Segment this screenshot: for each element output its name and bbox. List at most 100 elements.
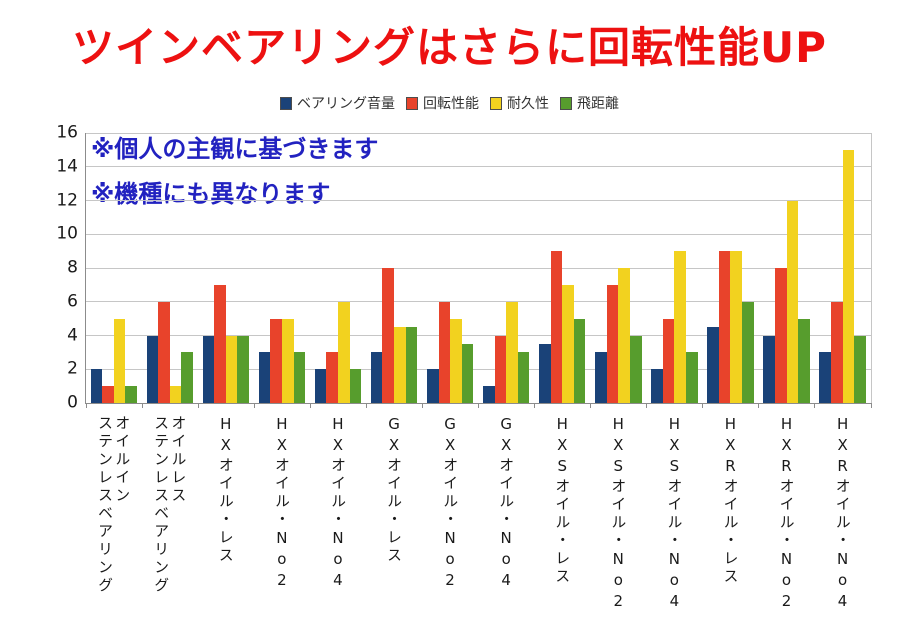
bar: [113, 318, 126, 403]
bar: [730, 251, 743, 403]
bar: [125, 386, 137, 403]
x-tick: [702, 403, 704, 408]
bar: [281, 318, 294, 403]
bar: [786, 200, 799, 403]
y-tick-label: 12: [56, 190, 78, 210]
legend-label: 飛距離: [577, 96, 619, 112]
y-tick-label: 6: [67, 291, 78, 312]
bar: [831, 301, 843, 403]
bar: [539, 343, 551, 403]
y-tick-label: 14: [56, 156, 78, 177]
bar: [550, 251, 563, 403]
bar: [326, 352, 338, 403]
bar: [225, 335, 238, 403]
plot-area: ※個人の主観に基づきます ※機種にも異なります: [85, 132, 872, 408]
bar: [314, 369, 327, 403]
bar: [854, 335, 866, 403]
bar: [686, 352, 698, 403]
bar: [595, 352, 607, 403]
legend-marker-icon: [490, 96, 502, 110]
x-tick: [534, 403, 536, 408]
x-category-label: HXRオイル・No2: [777, 415, 796, 613]
bar: [494, 335, 507, 403]
bar: [506, 301, 518, 403]
bar: [742, 301, 754, 403]
bar: [718, 251, 731, 403]
bar: [337, 301, 350, 403]
x-category-label: HXオイル・No2: [272, 415, 291, 592]
x-category-label: GXオイル・No2: [441, 415, 460, 592]
x-category-label: HXオイル・No4: [328, 415, 347, 592]
x-category-label: オイルイン ステンレスベアリング: [96, 415, 132, 595]
bar: [293, 352, 306, 403]
x-tick: [85, 403, 87, 408]
bar: [629, 335, 642, 403]
bar: [382, 268, 395, 403]
bar: [258, 352, 271, 403]
legend-marker-icon: [406, 96, 418, 110]
bar: [214, 284, 226, 403]
legend-item: 回転性能: [406, 93, 479, 113]
bar: [842, 149, 855, 403]
bar: [819, 352, 832, 403]
y-tick-label: 4: [67, 325, 78, 345]
bar: [370, 352, 383, 403]
bar: [394, 327, 406, 403]
bar: [450, 318, 462, 403]
legend-label: 耐久性: [507, 96, 549, 112]
bar: [102, 386, 114, 403]
bar: [798, 318, 810, 403]
bar: [562, 284, 574, 403]
bar: [202, 335, 215, 403]
bar: [573, 318, 586, 403]
page-title: ツインベアリングはさらに回転性能UP: [72, 23, 827, 72]
x-category-label: HXSオイル・レス: [553, 415, 572, 586]
annotation-line-1: ※個人の主観に基づきます: [91, 135, 379, 163]
gridline: [86, 335, 871, 336]
y-tick-label: 2: [67, 358, 78, 379]
x-category-label: HXSオイル・No2: [609, 415, 628, 613]
legend-marker-icon: [560, 96, 572, 110]
bar: [651, 369, 663, 403]
bar: [169, 386, 182, 403]
bar: [674, 251, 686, 403]
y-tick-label: 16: [56, 122, 78, 143]
y-tick-label: 0: [67, 392, 78, 413]
x-tick: [365, 403, 367, 408]
legend-label: ベアリング音量: [297, 96, 395, 112]
legend-label: 回転性能: [423, 96, 479, 112]
x-tick: [309, 403, 311, 408]
x-tick: [870, 403, 872, 408]
x-category-label: GXオイル・レス: [385, 415, 404, 565]
y-tick-label: 8: [67, 257, 78, 278]
x-category-label: GXオイル・No4: [497, 415, 516, 592]
chart-legend: ベアリング音量 回転性能 耐久性 飛距離: [0, 93, 899, 113]
bar: [774, 268, 787, 403]
bar: [707, 327, 719, 403]
bar: [461, 343, 474, 403]
y-axis: 0 2 4 6 8 10 12 14 16: [0, 124, 78, 411]
x-category-label: オイルレス ステンレスベアリング: [152, 415, 188, 595]
x-category-label: HXRオイル・No4: [833, 415, 852, 613]
bar: [763, 335, 775, 403]
x-tick: [421, 403, 423, 408]
annotation-line-2: ※機種にも異なります: [91, 180, 331, 208]
bar: [181, 352, 193, 403]
gridline: [86, 132, 871, 134]
bar: [483, 386, 495, 403]
gridline: [86, 301, 871, 303]
x-category-label: HXRオイル・レス: [721, 415, 740, 586]
gridline: [86, 233, 871, 235]
x-tick: [478, 403, 479, 408]
bar: [158, 301, 170, 403]
annotation-note: ※個人の主観に基づきます ※機種にも異なります: [91, 127, 378, 217]
x-tick: [758, 403, 760, 408]
x-tick: [590, 403, 592, 408]
legend-marker-icon: [280, 96, 292, 110]
x-tick: [646, 403, 648, 408]
bar: [405, 327, 418, 403]
bar: [237, 335, 250, 403]
bar: [90, 369, 103, 403]
y-tick-label: 10: [56, 223, 78, 244]
